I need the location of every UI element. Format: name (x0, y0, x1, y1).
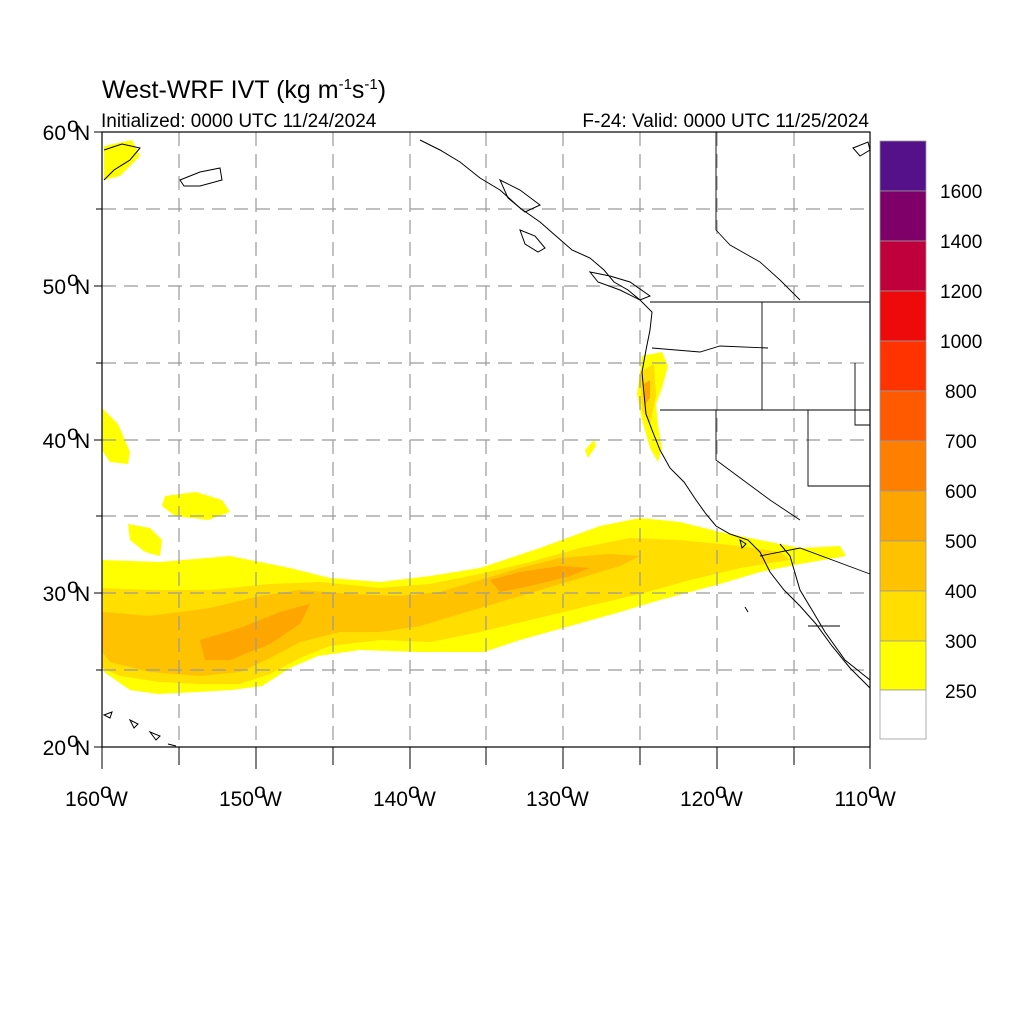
colorbar-box (879, 140, 927, 192)
valid-time-label: F-24: Valid: 0000 UTC 11/25/2024 (582, 111, 869, 132)
lon-hem: W (723, 788, 743, 811)
degree-symbol: o (67, 114, 79, 137)
lat-hem: N (75, 122, 90, 145)
colorbar-label: 1400 (940, 232, 982, 253)
colorbar-box (879, 240, 927, 292)
degree-symbol: o (715, 780, 727, 803)
lat-label: 50 (43, 276, 66, 299)
colorbar-label: 300 (945, 632, 977, 653)
colorbar-label: 700 (945, 432, 977, 453)
lon-label: 150 (219, 788, 254, 811)
lon-hem: W (108, 788, 128, 811)
state-borders (650, 132, 871, 627)
lat-hem: N (75, 276, 90, 299)
lon-hem: W (876, 788, 896, 811)
colorbar-box (879, 440, 927, 492)
colorbar-label: 500 (945, 532, 977, 553)
colorbar-box (879, 590, 927, 642)
colorbar-box (879, 190, 927, 242)
degree-symbol: o (254, 780, 266, 803)
degree-symbol: o (67, 729, 79, 752)
colorbar-label: 250 (945, 682, 977, 703)
colorbar: 1600 1400 1200 1000 800 700 600 500 400 … (879, 140, 982, 740)
ivt-500-contour (200, 380, 650, 660)
colorbar-box (879, 490, 927, 542)
lat-hem: N (75, 583, 90, 606)
lat-label: 30 (43, 583, 66, 606)
map-plot-area (94, 131, 871, 769)
degree-symbol: o (868, 780, 880, 803)
degree-symbol: o (67, 422, 79, 445)
colorbar-label: 1600 (940, 182, 982, 203)
lon-hem: W (569, 788, 589, 811)
colorbar-box (879, 340, 927, 392)
lat-label: 60 (43, 122, 66, 145)
lon-label: 140 (373, 788, 408, 811)
lon-label: 110 (835, 788, 868, 811)
colorbar-label: 1000 (940, 332, 982, 353)
lat-hem: N (75, 430, 90, 453)
degree-symbol: o (561, 780, 573, 803)
latitude-labels: 60 o N 50 o N 40 o N 30 o N 20 o N (43, 114, 91, 760)
degree-symbol: o (100, 780, 112, 803)
colorbar-label: 400 (945, 582, 977, 603)
colorbar-box (879, 290, 927, 342)
colorbar-box (879, 540, 927, 592)
colorbar-label: 1200 (940, 282, 982, 303)
longitude-labels: 160 o W 150 o W 140 o W 130 o W 120 o W … (65, 780, 896, 811)
degree-symbol: o (67, 575, 79, 598)
colorbar-label: 600 (945, 482, 977, 503)
lon-label: 120 (680, 788, 715, 811)
colorbar-box (879, 390, 927, 442)
lat-label: 40 (43, 430, 66, 453)
degree-symbol: o (67, 268, 79, 291)
graticule (102, 132, 870, 747)
degree-symbol: o (408, 780, 420, 803)
ivt-shading (102, 140, 846, 694)
coastlines (102, 139, 871, 747)
axis-ticks (94, 131, 871, 769)
lon-label: 160 (65, 788, 100, 811)
initialized-label: Initialized: 0000 UTC 11/24/2024 (101, 111, 377, 132)
figure-title: West-WRF IVT (kg m-1s-1) (102, 76, 386, 104)
lon-label: 130 (526, 788, 561, 811)
lat-label: 20 (43, 737, 66, 760)
colorbar-box (879, 689, 927, 740)
lat-hem: N (75, 737, 90, 760)
lon-hem: W (262, 788, 282, 811)
colorbar-box (879, 640, 927, 691)
colorbar-label: 800 (945, 382, 977, 403)
lon-hem: W (416, 788, 436, 811)
